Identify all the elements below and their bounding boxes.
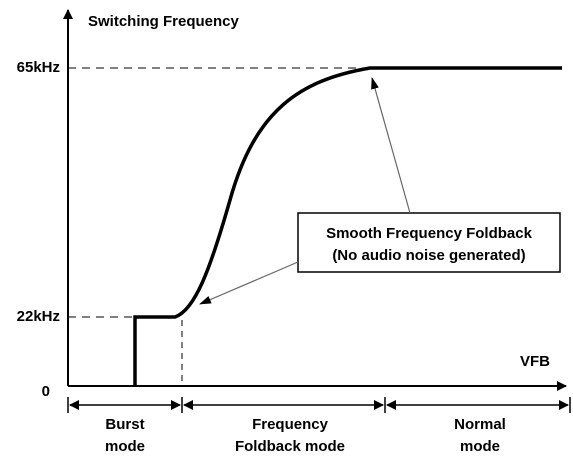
annotation-arrow [199,261,299,305]
x-axis-label: VFB [520,353,550,370]
mode-label: mode [460,438,500,455]
y-level: 22kHz [17,308,60,325]
annotation-text: Smooth Frequency Foldback [326,225,533,242]
y-level: 65kHz [17,59,60,76]
mode-label: Burst [105,416,144,433]
mode-label: Foldback mode [235,438,345,455]
mode-label: Normal [454,416,506,433]
y-axis-label: Switching Frequency [88,13,240,30]
annotation-box [297,212,561,273]
mode-ranges [67,397,571,413]
annotation-arrow [371,77,411,214]
mode-label: Frequency [252,416,329,433]
mode-label: mode [105,438,145,455]
annotation-text: (No audio noise generated) [332,247,525,264]
frequency-curve [133,66,562,386]
y-level: 0 [42,383,50,400]
